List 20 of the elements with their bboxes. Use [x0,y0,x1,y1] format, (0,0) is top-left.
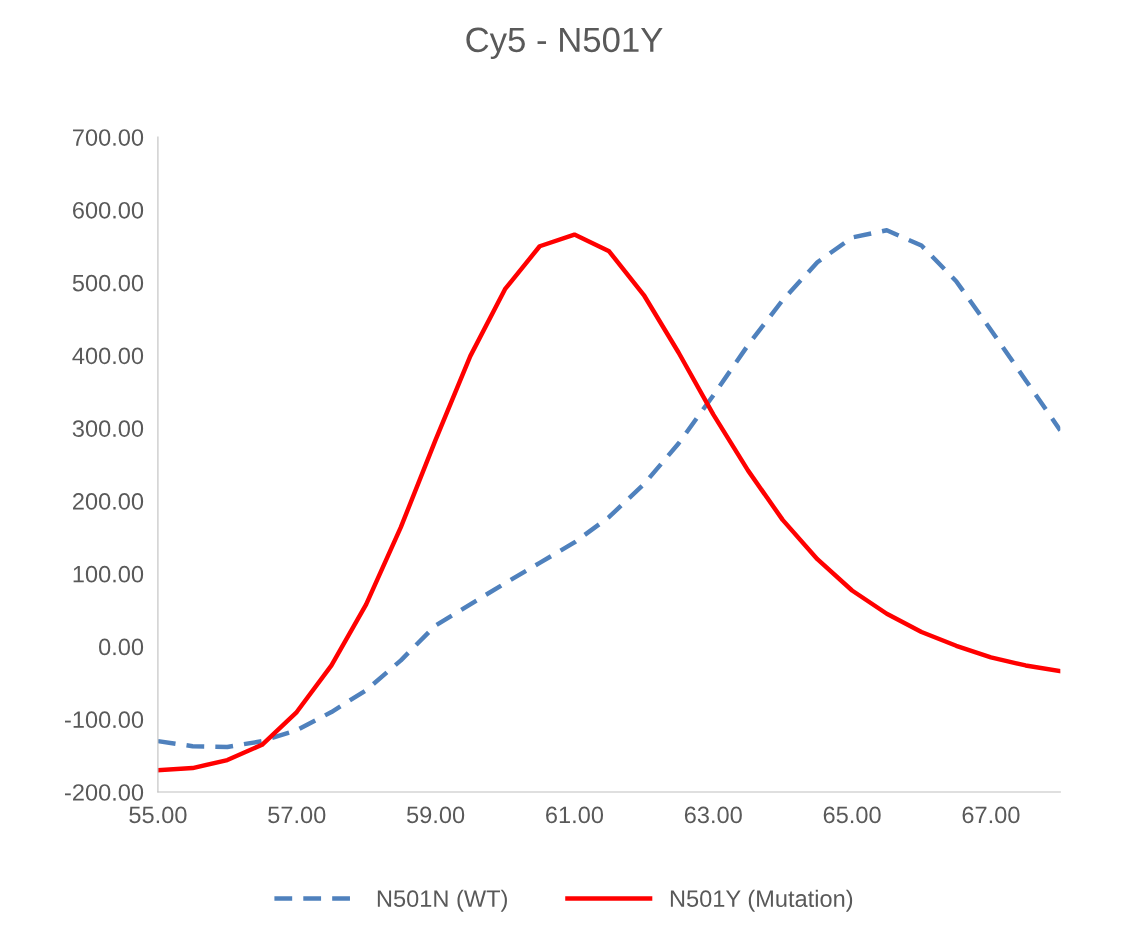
y-tick-label: -200.00 [65,784,144,801]
chart-title: Cy5 - N501Y [466,27,663,60]
legend-label: N501Y (Mutation) [670,889,853,912]
y-tick-label: 600.00 [73,201,144,219]
y-tick-label: 0.00 [99,638,144,656]
x-tick-label: 67.00 [962,806,1020,824]
y-tick-label: 500.00 [72,274,144,292]
x-tick-label: 61.00 [546,806,604,824]
legend-label: N501N (WT) [377,889,507,912]
x-tick-label: 57.00 [268,806,326,824]
y-tick-label: 300.00 [72,420,144,437]
y-tick-label: -100.00 [65,711,144,729]
y-tick-label: 100.00 [73,565,144,583]
x-tick-label: 65.00 [823,806,881,824]
x-tick-label: 55.00 [129,806,187,824]
x-tick-label: 63.00 [684,806,742,824]
y-tick-label: 400.00 [72,347,144,365]
y-tick-label: 200.00 [73,493,144,510]
x-tick-label: 59.00 [406,806,465,824]
y-tick-label: 700.00 [73,129,144,146]
